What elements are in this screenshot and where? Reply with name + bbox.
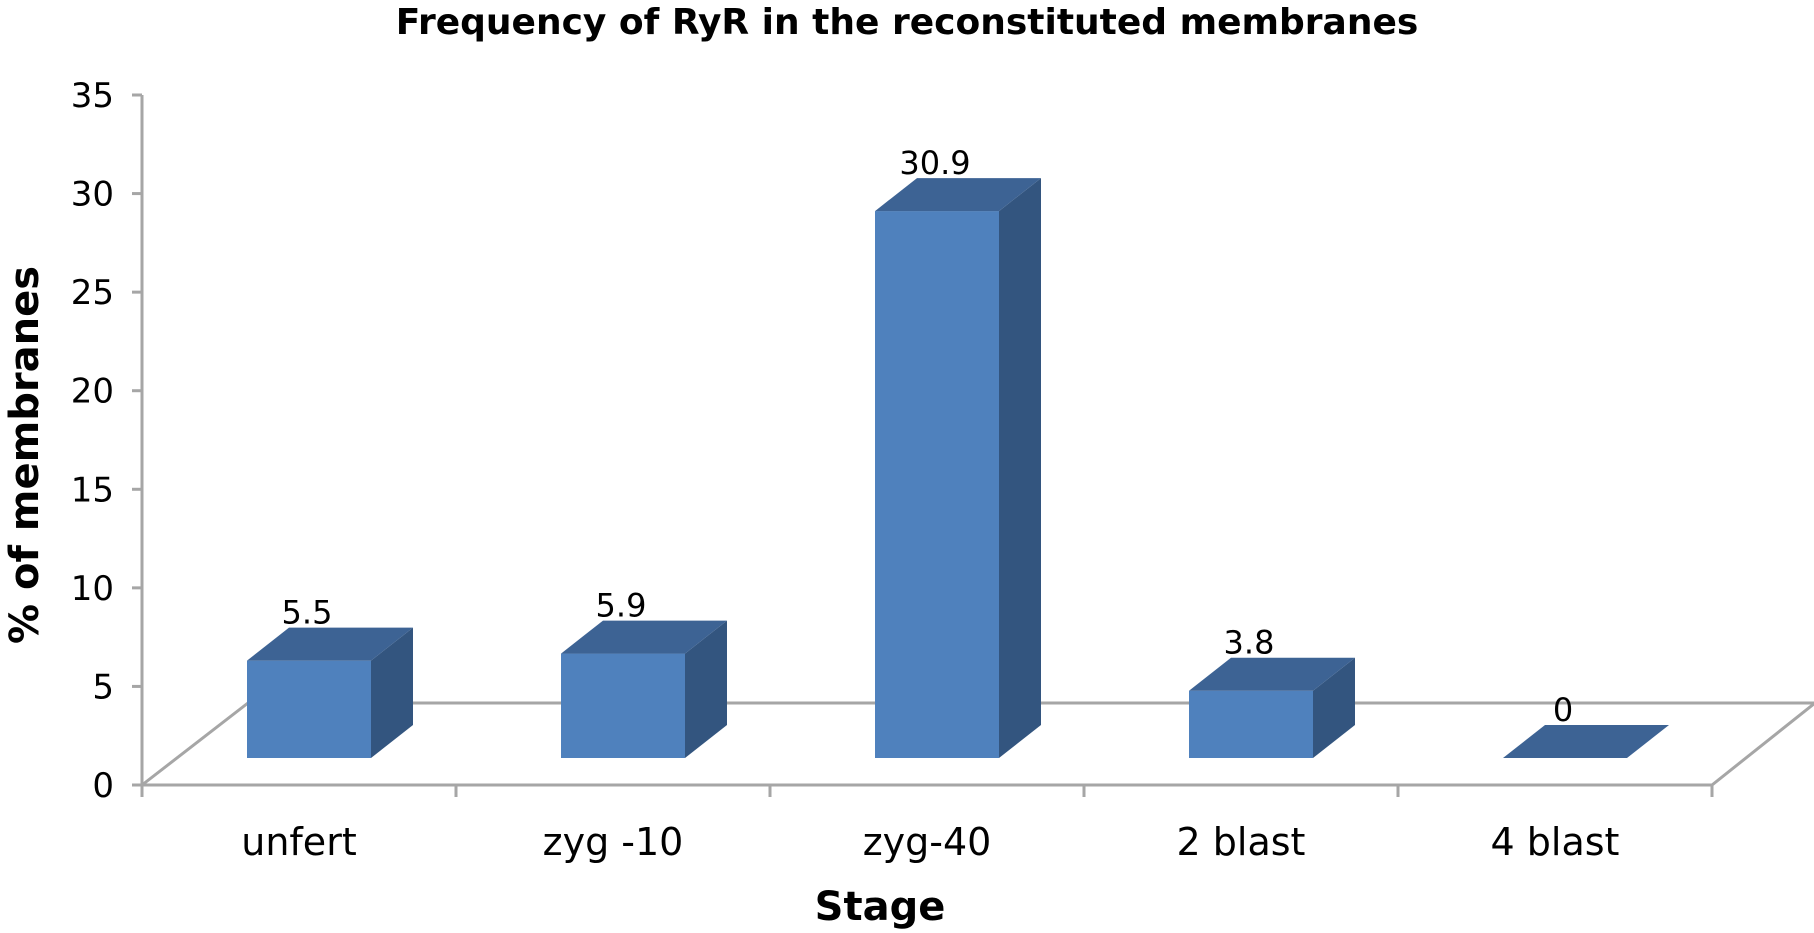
bar-side [685, 620, 727, 758]
y-tick-label: 30 [71, 175, 114, 215]
data-label: 0 [1553, 691, 1573, 729]
axes: 0 5 10 15 20 25 30 35 [71, 76, 1714, 806]
data-label: 30.9 [899, 144, 970, 182]
bar [875, 178, 1041, 758]
bar [247, 627, 413, 758]
bar-front [561, 653, 685, 758]
data-label: 5.5 [282, 594, 333, 632]
bar-side [1313, 657, 1355, 758]
y-tick-label: 15 [71, 470, 114, 510]
bar-front [875, 211, 999, 758]
data-label: 3.8 [1224, 624, 1275, 662]
y-axis-label: % of membranes [2, 266, 48, 644]
bar-side [371, 627, 413, 758]
y-tick-label: 25 [71, 273, 114, 313]
bar-top [875, 178, 1041, 212]
bar-top [247, 627, 413, 661]
y-tick-label: 20 [71, 372, 114, 412]
chart-title: Frequency of RyR in the reconstituted me… [396, 2, 1419, 43]
x-tick-label: zyg -10 [543, 820, 684, 864]
y-tick-label: 5 [92, 667, 114, 707]
x-tick-label: zyg-40 [863, 820, 992, 864]
y-tick-label: 35 [71, 76, 114, 116]
bar-top [561, 620, 727, 654]
data-labels: 5.5 unfert 5.9 zyg -10 30.9 zyg-40 3.8 2 blast 0… [241, 144, 1619, 864]
x-axis-label: Stage [815, 884, 946, 930]
data-label: 5.9 [596, 587, 647, 625]
y-tick-label: 0 [92, 766, 114, 806]
x-tick-label: 2 blast [1177, 820, 1306, 864]
bar [1503, 725, 1669, 758]
bar-top [1189, 657, 1355, 691]
bar-front [1189, 690, 1313, 758]
bar-front [247, 660, 371, 758]
x-tick-label: 4 blast [1491, 820, 1620, 864]
bar-top [1503, 725, 1669, 758]
x-tick-label: unfert [241, 820, 356, 864]
bar [561, 620, 727, 758]
y-tick-label: 10 [71, 569, 114, 609]
bars [247, 178, 1669, 758]
bar-side [999, 178, 1041, 758]
bar [1189, 657, 1355, 758]
